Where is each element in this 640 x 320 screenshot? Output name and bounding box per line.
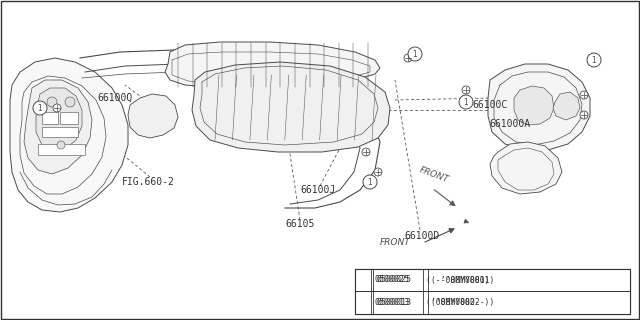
Circle shape bbox=[374, 168, 382, 176]
Polygon shape bbox=[42, 112, 58, 124]
Circle shape bbox=[53, 104, 61, 112]
Circle shape bbox=[33, 101, 47, 115]
Circle shape bbox=[404, 54, 412, 62]
Text: 0500025: 0500025 bbox=[376, 276, 412, 284]
Polygon shape bbox=[20, 76, 106, 194]
Text: 1: 1 bbox=[413, 50, 417, 59]
Text: 0500013: 0500013 bbox=[374, 298, 409, 307]
Text: 1: 1 bbox=[591, 55, 596, 65]
Text: 66100Q: 66100Q bbox=[97, 93, 132, 103]
Circle shape bbox=[47, 97, 57, 107]
Text: 66100J: 66100J bbox=[300, 185, 335, 195]
Polygon shape bbox=[553, 92, 580, 120]
Text: 66100C: 66100C bbox=[472, 100, 508, 110]
Bar bbox=[355, 269, 630, 314]
Text: 1: 1 bbox=[367, 178, 372, 187]
Text: 1: 1 bbox=[38, 103, 42, 113]
Circle shape bbox=[459, 95, 473, 109]
Circle shape bbox=[580, 111, 588, 119]
Text: (’08MY0802- ): (’08MY0802- ) bbox=[431, 298, 495, 307]
Text: 1: 1 bbox=[362, 287, 367, 296]
Polygon shape bbox=[36, 88, 82, 152]
Text: FRONT: FRONT bbox=[380, 238, 410, 247]
Circle shape bbox=[57, 141, 65, 149]
Circle shape bbox=[363, 175, 377, 189]
Circle shape bbox=[356, 285, 370, 298]
Text: A660001396: A660001396 bbox=[535, 306, 585, 315]
Text: 1: 1 bbox=[361, 287, 365, 296]
Text: 0500025: 0500025 bbox=[374, 276, 409, 284]
Polygon shape bbox=[24, 80, 92, 174]
Polygon shape bbox=[490, 142, 562, 194]
Text: (’08MY0802- ): (’08MY0802- ) bbox=[426, 298, 490, 307]
Text: 66105: 66105 bbox=[285, 219, 315, 229]
Polygon shape bbox=[60, 112, 78, 124]
Bar bbox=[355, 269, 630, 314]
Polygon shape bbox=[38, 144, 85, 155]
Text: 0500013: 0500013 bbox=[376, 298, 412, 307]
Polygon shape bbox=[10, 58, 128, 212]
Text: ( -’08MY0801): ( -’08MY0801) bbox=[426, 276, 490, 284]
Polygon shape bbox=[488, 64, 590, 150]
Circle shape bbox=[357, 284, 371, 298]
Text: 661000A: 661000A bbox=[490, 119, 531, 129]
Circle shape bbox=[587, 53, 601, 67]
Circle shape bbox=[580, 91, 588, 99]
Polygon shape bbox=[192, 62, 390, 152]
Text: 66100D: 66100D bbox=[404, 231, 440, 241]
Polygon shape bbox=[128, 94, 178, 138]
Circle shape bbox=[65, 97, 75, 107]
Circle shape bbox=[408, 47, 422, 61]
Text: 1: 1 bbox=[463, 98, 468, 107]
Polygon shape bbox=[514, 86, 554, 125]
Circle shape bbox=[362, 148, 370, 156]
Text: FIG.660-2: FIG.660-2 bbox=[122, 177, 175, 187]
Polygon shape bbox=[42, 127, 78, 137]
Text: ( -’08MY0801): ( -’08MY0801) bbox=[431, 276, 495, 284]
Circle shape bbox=[462, 86, 470, 94]
Polygon shape bbox=[165, 42, 380, 88]
Text: FRONT: FRONT bbox=[418, 165, 450, 184]
